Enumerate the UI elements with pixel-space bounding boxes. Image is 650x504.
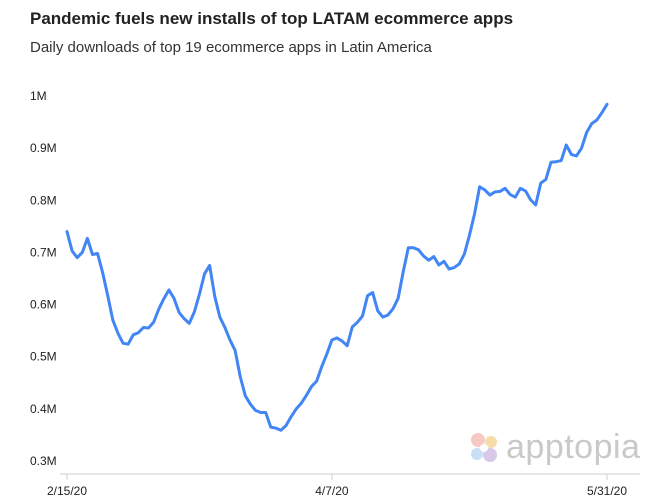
series-line — [65, 102, 609, 432]
chart-title: Pandemic fuels new installs of top LATAM… — [30, 9, 514, 28]
apptopia-logo: apptopia — [466, 428, 640, 468]
chart-subtitle: Daily downloads of top 19 ecommerce apps… — [30, 39, 432, 56]
y-axis: 0.3M 0.4M 0.5M 0.6M 0.7M 0.8M 0.9M 1M — [30, 89, 57, 468]
y-tick-label: 0.6M — [30, 298, 57, 312]
x-tick-label: 5/31/20 — [587, 484, 627, 498]
y-tick-label: 0.7M — [30, 245, 57, 259]
x-tick-label: 4/7/20 — [315, 484, 349, 498]
y-tick-label: 0.5M — [30, 350, 57, 364]
y-tick-label: 0.3M — [30, 454, 57, 468]
x-tick-label: 2/15/20 — [47, 484, 87, 498]
x-axis: 2/15/20 4/7/20 5/31/20 — [47, 474, 627, 498]
y-tick-label: 1M — [30, 89, 47, 103]
apptopia-flower-icon — [471, 433, 497, 462]
y-tick-label: 0.9M — [30, 141, 57, 155]
y-tick-label: 0.8M — [30, 193, 57, 207]
y-tick-label: 0.4M — [30, 402, 57, 416]
apptopia-logo-text: apptopia — [506, 428, 641, 466]
series-group — [65, 102, 609, 432]
